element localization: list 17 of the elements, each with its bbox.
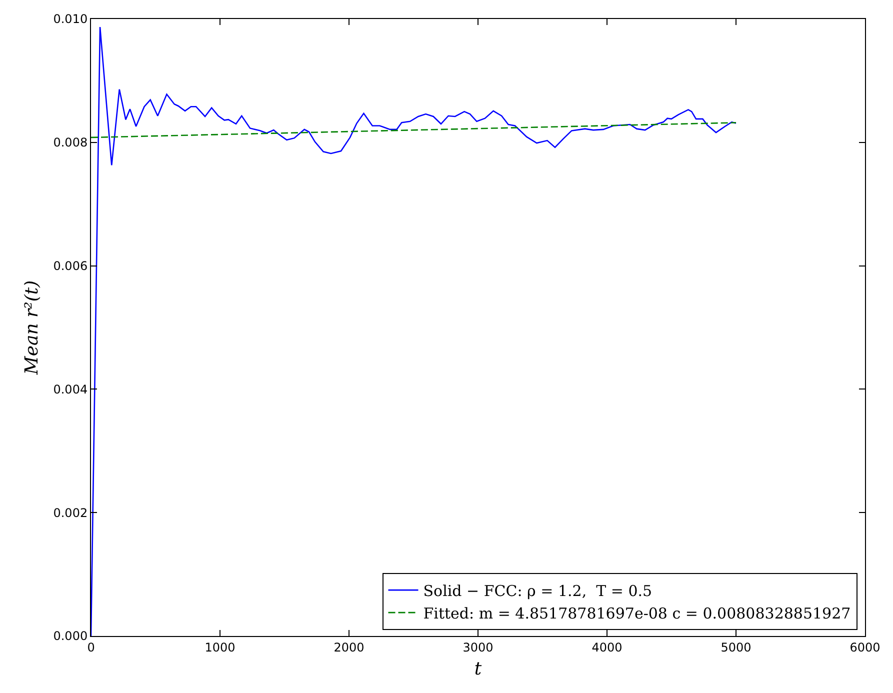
x-axis-title: t [474,658,482,680]
y-tick-label: 0.002 [53,506,88,520]
y-axis-title: Mean r²(t) [21,280,42,376]
y-tick-label: 0.000 [53,629,88,644]
x-tick-label: 1000 [204,640,236,654]
x-tick-label: 0 [87,640,95,654]
x-tick-label: 5000 [720,640,752,654]
y-tick-label: 0.004 [53,382,88,396]
x-tick-label: 6000 [850,640,880,654]
legend-label: Solid − FCC: ρ = 1.2, T = 0.5 [423,582,652,600]
y-tick-label: 0.008 [53,136,88,150]
x-tick-label: 2000 [334,640,364,654]
y-tick-label: 0.010 [53,12,88,26]
x-tick-label: 3000 [462,640,494,654]
legend-label: Fitted: m = 4.85178781697e-08 c = 0.00808328851927 [423,604,851,622]
y-tick-label: 0.006 [53,259,88,273]
x-tick-label: 4000 [592,640,622,654]
